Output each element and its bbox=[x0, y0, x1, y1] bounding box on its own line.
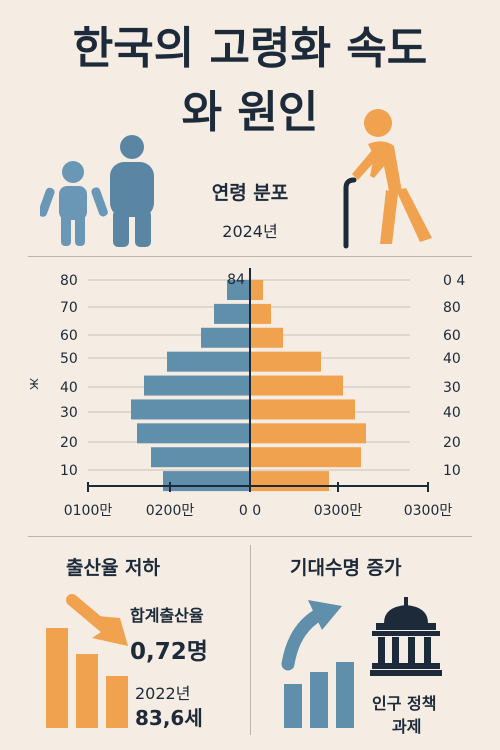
bottom-tick-label: 0300만 bbox=[314, 503, 363, 519]
adult-icon bbox=[110, 135, 154, 247]
left-age-label: 50 bbox=[60, 351, 78, 367]
section-distribution-title: 연령 분포 bbox=[211, 182, 289, 204]
life-section-title: 기대수명 증가 bbox=[290, 557, 402, 579]
up-arrow-icon bbox=[281, 600, 342, 671]
male-bar bbox=[137, 423, 249, 444]
right-age-label: 30 bbox=[443, 380, 461, 396]
female-bar bbox=[251, 399, 355, 420]
female-bar bbox=[251, 280, 263, 300]
elderly-with-cane-icon bbox=[343, 109, 432, 249]
divider-middle bbox=[28, 536, 472, 537]
right-age-label: 80 bbox=[443, 300, 461, 316]
side-label: Ж bbox=[27, 378, 40, 390]
right-age-label: 40 bbox=[443, 351, 461, 367]
life-chart-icon bbox=[281, 600, 354, 728]
policy-line-1: 인구 정책 bbox=[372, 694, 437, 713]
male-bar bbox=[214, 303, 249, 324]
left-age-label: 70 bbox=[60, 300, 78, 316]
male-bar bbox=[151, 447, 249, 468]
policy-line-2: 과제 bbox=[392, 717, 422, 736]
divider-top bbox=[28, 256, 472, 257]
male-bar bbox=[144, 375, 249, 396]
government-building-icon bbox=[370, 597, 442, 676]
bottom-tick-label: 0100만 bbox=[64, 503, 113, 519]
left-age-label: 30 bbox=[60, 405, 78, 421]
female-bar bbox=[251, 327, 283, 348]
tfr-label: 합계출산율 bbox=[130, 606, 204, 625]
population-pyramid: 84 80 70 60 50 40 30 20 10 0 4 80 60 40 30 40 20 10 0100만… bbox=[27, 268, 465, 519]
birth-chart-icon bbox=[46, 594, 128, 728]
bottom-tick-label: 0300만 bbox=[404, 503, 453, 519]
male-bar bbox=[201, 327, 249, 348]
birth-year: 2022년 bbox=[135, 684, 191, 703]
left-age-label: 10 bbox=[60, 463, 78, 479]
male-bar bbox=[163, 471, 249, 492]
female-bar bbox=[251, 423, 366, 444]
female-bar bbox=[251, 447, 361, 468]
page-title-line-1: 한국의 고령화 속도 bbox=[72, 23, 428, 74]
left-age-label: 80 bbox=[60, 273, 78, 289]
right-age-label: 40 bbox=[443, 405, 461, 421]
female-bar bbox=[251, 303, 271, 324]
left-age-label: 60 bbox=[60, 328, 78, 344]
female-bar bbox=[251, 375, 343, 396]
male-bar bbox=[167, 351, 249, 372]
distribution-year: 2024년 bbox=[222, 222, 278, 241]
bottom-tick-label: 0 0 bbox=[239, 503, 261, 519]
left-age-label: 40 bbox=[60, 380, 78, 396]
right-age-label: 20 bbox=[443, 435, 461, 451]
male-bar bbox=[131, 399, 249, 420]
divider-vertical bbox=[250, 545, 251, 735]
left-age-label: 20 bbox=[60, 435, 78, 451]
people-icons bbox=[40, 135, 154, 247]
birth-section-title: 출산율 저하 bbox=[66, 557, 161, 579]
pyramid-top-label: 84 bbox=[227, 272, 245, 288]
right-age-label: 60 bbox=[443, 328, 461, 344]
tfr-value: 0,72명 bbox=[130, 639, 208, 665]
male-bar bbox=[227, 280, 249, 300]
bottom-tick-label: 0200만 bbox=[146, 503, 195, 519]
right-age-label: 0 4 bbox=[443, 273, 465, 289]
child-icon bbox=[40, 161, 108, 246]
female-bar bbox=[251, 351, 321, 372]
female-bar bbox=[251, 471, 329, 492]
right-age-label: 10 bbox=[443, 463, 461, 479]
down-arrow-icon bbox=[66, 594, 128, 646]
birth-value2: 83,6세 bbox=[135, 706, 203, 730]
page-title-line-2: 와 원인 bbox=[181, 87, 319, 138]
